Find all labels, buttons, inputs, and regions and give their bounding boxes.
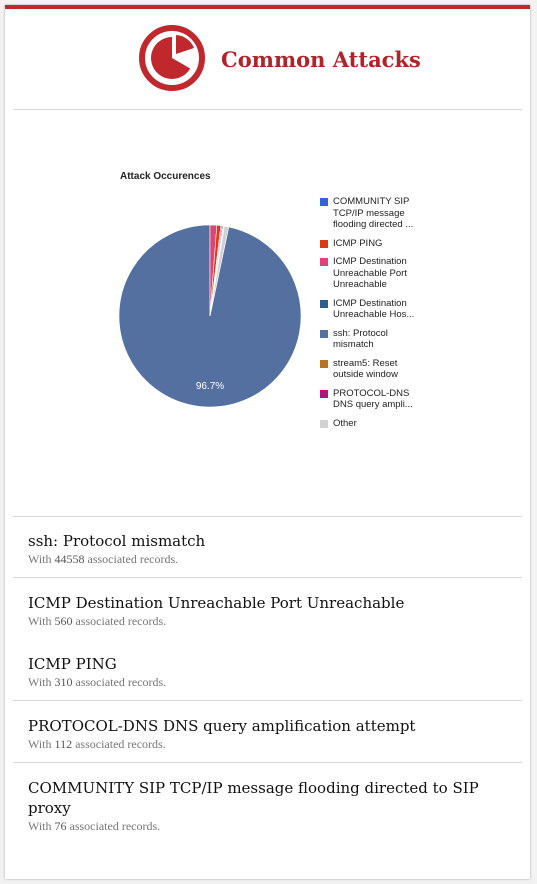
pie-slice[interactable] [209,225,230,317]
legend-swatch [320,419,328,428]
attack-name: ICMP PING [28,655,117,673]
record-count: With 560 associated records. [28,613,506,629]
legend-item[interactable]: stream5: Reset outside window [320,358,432,381]
attack-name: ssh: Protocol mismatch [28,532,206,550]
record-count-value: 560 [54,614,73,628]
legend-swatch [320,198,328,206]
card-header: Common Attacks [13,9,522,110]
legend-swatch [320,329,328,338]
record-count-value: 44558 [54,552,85,566]
attack-name: PROTOCOL-DNS DNS query amplification att… [28,717,416,735]
record-prefix: With [28,675,55,689]
legend-item[interactable]: PROTOCOL-DNS DNS query ampli... [320,388,432,411]
legend-label: DNS query ampli... [333,399,413,410]
legend-label: mismatch [333,339,374,350]
attacks-card: Common Attacks Attack Occurences 96.7% C… [5,5,530,879]
record-suffix: associated records. [72,737,166,751]
legend-item[interactable]: ICMP Destination Unreachable Hos... [320,298,432,321]
chart-legend: COMMUNITY SIP TCP/IP message flooding dire… [320,196,432,436]
legend-label: Other [333,417,357,429]
list-item[interactable]: PROTOCOL-DNS DNS query amplification att… [13,701,522,763]
legend-label: ICMP PING [333,237,383,249]
list-item[interactable]: ICMP Destination Unreachable Port Unreac… [13,578,522,639]
record-prefix: With [28,737,55,751]
attack-name: ICMP Destination Unreachable Port Unreac… [28,594,405,612]
legend-label: ICMP Destination [333,256,407,267]
record-count: With 112 associated records. [28,736,506,752]
record-prefix: With [28,819,55,833]
slice-label: 96.7% [196,381,224,392]
legend-label: TCP/IP message [333,207,405,219]
pie-chart: 96.7% [118,224,302,408]
legend-label: Unreachable Port [333,267,407,279]
record-count-value: 310 [54,675,73,689]
record-count: With 76 associated records. [28,818,506,834]
legend-item[interactable]: ssh: Protocol mismatch [320,328,432,351]
record-prefix: With [28,552,55,566]
legend-item[interactable]: ICMP PING [320,238,432,250]
legend-label: outside window [333,369,398,380]
record-count: With 310 associated records. [28,674,506,690]
legend-swatch [320,299,328,308]
legend-item[interactable]: ICMP Destination Unreachable Port Unreacha… [320,256,432,291]
list-item[interactable]: ICMP PING With 310 associated records. [13,639,522,701]
record-prefix: With [28,614,55,628]
legend-swatch [320,258,328,266]
record-suffix: associated records. [66,819,161,833]
legend-label: stream5: Reset [333,357,398,369]
record-count-value: 112 [54,737,73,751]
legend-item[interactable]: COMMUNITY SIP TCP/IP message flooding dire… [320,196,432,231]
legend-label: Unreachable [333,279,387,290]
legend-label: ssh: Protocol [333,327,388,339]
record-suffix: associated records. [84,552,179,566]
chart-title: Attack Occurences [120,171,211,182]
legend-swatch [320,389,328,398]
chart-area: Attack Occurences 96.7% COMMUNITY SIP TCP… [13,110,522,517]
legend-swatch [320,239,328,248]
page-title: Common Attacks [221,47,421,72]
record-count: With 44558 associated records. [28,551,506,567]
pie-chart-logo-icon [139,25,205,91]
list-item[interactable]: COMMUNITY SIP TCP/IP message flooding di… [13,763,522,844]
legend-label: PROTOCOL-DNS [333,387,410,399]
record-count-value: 76 [54,819,67,833]
legend-label: Unreachable Hos... [333,309,415,320]
legend-swatch [320,359,328,368]
legend-item[interactable]: Other [320,418,432,430]
list-item[interactable]: ssh: Protocol mismatch With 44558 associa… [13,516,522,578]
attack-name: COMMUNITY SIP TCP/IP message flooding di… [28,779,479,817]
legend-label: COMMUNITY SIP [333,196,410,207]
record-suffix: associated records. [72,675,167,689]
record-suffix: associated records. [72,614,167,628]
attack-list: ssh: Protocol mismatch With 44558 associa… [13,516,522,844]
legend-label: flooding directed ... [333,219,414,230]
legend-label: ICMP Destination [333,297,407,309]
